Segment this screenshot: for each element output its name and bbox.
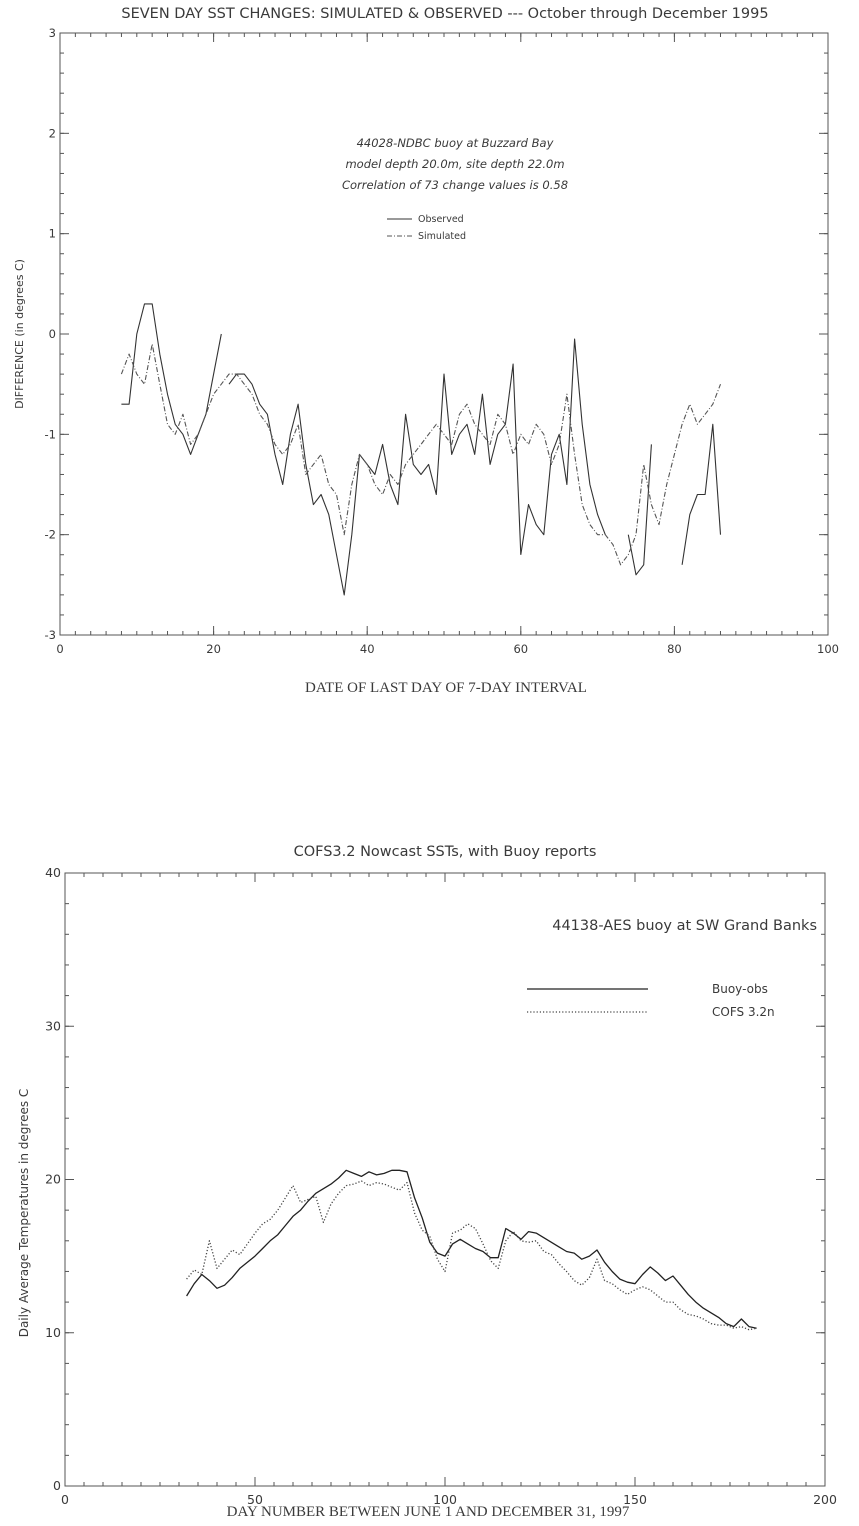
y-tick-label: 3	[49, 26, 56, 40]
series-line-simulated	[120, 343, 722, 566]
chart1-plot-frame	[59, 32, 829, 636]
y-tick-label: -1	[45, 427, 56, 441]
x-tick-label: 150	[623, 1492, 647, 1507]
x-tick-label: 0	[56, 642, 63, 656]
x-tick-label: 50	[247, 1492, 263, 1507]
legend-label-buoy-obs: Buoy-obs	[712, 982, 768, 996]
chart2-lines	[186, 1169, 757, 1331]
y-tick-label: 0	[49, 327, 56, 341]
chart1-y-axis-label: DIFFERENCE (in degrees C)	[13, 259, 26, 409]
legend-label-simulated: Simulated	[418, 231, 466, 242]
y-tick-label: -2	[45, 528, 56, 542]
chart1-title: SEVEN DAY SST CHANGES: SIMULATED & OBSER…	[121, 6, 768, 22]
y-tick-label: 0	[53, 1478, 61, 1493]
series-line-observed	[520, 338, 606, 555]
x-tick-label: 40	[360, 642, 375, 656]
chart2-title: COFS3.2 Nowcast SSTs, with Buoy reports	[294, 844, 597, 860]
chart2-ticks: 0 50 100 150 200 0 10 20 30 40	[45, 865, 837, 1507]
chart2-legend: Buoy-obs COFS 3.2n	[527, 982, 775, 1019]
chart1-annotation-correlation: Correlation of 73 change values is 0.58	[342, 178, 568, 192]
x-tick-label: 20	[206, 642, 221, 656]
y-tick-label: 2	[49, 126, 56, 140]
y-tick-label: 40	[45, 865, 61, 880]
chart1-annotation-buoy: 44028-NDBC buoy at Buzzard Bay	[357, 136, 554, 150]
series-line-cofs-3-2n	[186, 1180, 757, 1331]
series-line-observed	[228, 363, 522, 596]
series-line-observed	[627, 444, 652, 576]
x-tick-label: 100	[817, 642, 839, 656]
series-line-buoy-obs	[186, 1169, 757, 1329]
chart2-annotation-buoy: 44138-AES buoy at SW Grand Banks	[552, 918, 817, 934]
x-tick-label: 0	[61, 1492, 69, 1507]
chart1-legend: Observed Simulated	[387, 214, 466, 242]
chart1-ticks: 0 20 40 60 80 100 -3 -2 -1 0 1 2 3	[45, 26, 839, 656]
series-line-observed	[681, 423, 722, 565]
x-tick-label: 200	[813, 1492, 837, 1507]
chart-cofs-nowcast: COFS3.2 Nowcast SSTs, with Buoy reports …	[17, 844, 837, 1520]
legend-label-observed: Observed	[418, 214, 464, 225]
x-tick-label: 60	[513, 642, 528, 656]
legend-label-cofs: COFS 3.2n	[712, 1005, 775, 1019]
y-tick-label: 1	[49, 227, 56, 241]
y-tick-label: -3	[45, 628, 56, 642]
chart-sst-changes: SEVEN DAY SST CHANGES: SIMULATED & OBSER…	[13, 6, 839, 696]
chart2-x-axis-label: DAY NUMBER BETWEEN JUNE 1 AND DECEMBER 3…	[227, 1504, 630, 1520]
chart1-x-axis-label: DATE OF LAST DAY OF 7-DAY INTERVAL	[305, 680, 587, 696]
x-tick-label: 100	[433, 1492, 457, 1507]
chart2-y-axis-label: Daily Average Temperatures in degrees C	[17, 1089, 31, 1338]
x-tick-label: 80	[667, 642, 682, 656]
chart1-annotation-depth: model depth 20.0m, site depth 22.0m	[345, 157, 564, 171]
series-line-observed	[121, 303, 222, 455]
y-tick-label: 20	[45, 1172, 61, 1187]
chart1-lines	[120, 303, 722, 596]
y-tick-label: 10	[45, 1325, 61, 1340]
chart2-plot-frame	[64, 872, 826, 1487]
y-tick-label: 30	[45, 1018, 61, 1033]
